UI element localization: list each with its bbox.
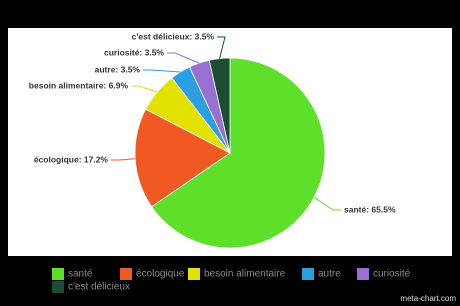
legend-label: besoin alimentaire bbox=[204, 269, 286, 280]
data-label: besoin alimentaire: 6.9% bbox=[29, 80, 129, 90]
pie-slice bbox=[134, 108, 231, 208]
legend-label: c'est délicieux bbox=[68, 282, 130, 293]
data-label: santé: 65.5% bbox=[344, 204, 396, 214]
legend-swatch bbox=[52, 268, 64, 280]
data-label: c'est délicieux: 3.5% bbox=[132, 31, 215, 41]
legend-swatch bbox=[120, 268, 132, 280]
leader-line bbox=[111, 158, 136, 161]
leader-line bbox=[217, 36, 226, 59]
legend-label: curiosité bbox=[373, 269, 411, 280]
data-label: curiosité: 3.5% bbox=[104, 47, 164, 57]
legend-swatch bbox=[302, 268, 314, 280]
data-label: écologique: 17.2% bbox=[34, 154, 109, 164]
legend-swatch bbox=[52, 281, 64, 293]
legend-label: santé bbox=[68, 269, 93, 280]
leader-line bbox=[167, 52, 200, 64]
pie-slice bbox=[208, 57, 231, 154]
legend-label: autre bbox=[318, 269, 341, 280]
legend-label: écologique bbox=[136, 269, 185, 280]
legend-swatch bbox=[357, 268, 369, 280]
leader-line bbox=[313, 196, 341, 211]
watermark: meta-chart.com bbox=[400, 294, 456, 303]
legend-swatch bbox=[188, 268, 200, 280]
data-label: autre: 3.5% bbox=[95, 64, 141, 74]
pie-slice bbox=[151, 57, 326, 249]
leader-line bbox=[143, 69, 181, 73]
leader-line bbox=[131, 85, 158, 93]
